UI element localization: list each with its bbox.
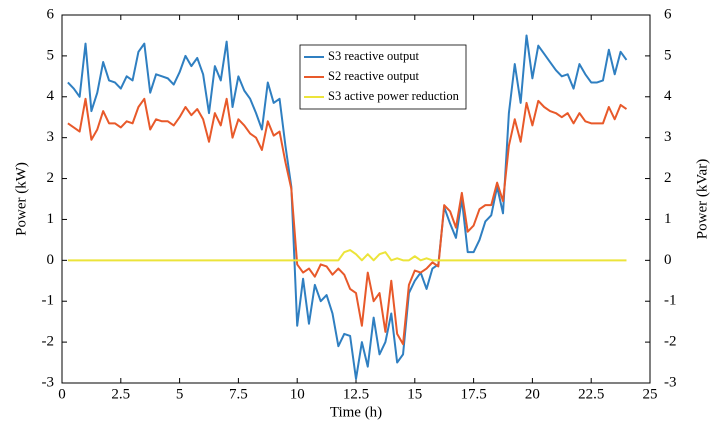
y-tick-label: -2 — [42, 334, 55, 350]
x-tick-label: 7.5 — [229, 386, 248, 402]
legend-box — [299, 44, 467, 110]
y2-tick-label: -2 — [664, 334, 677, 350]
y2-tick-label: 4 — [664, 88, 672, 104]
y-tick-label: 4 — [47, 88, 55, 104]
y2-tick-label: -3 — [664, 374, 677, 390]
y-tick-label: 1 — [47, 211, 55, 227]
y2-tick-label: 1 — [664, 211, 672, 227]
y2-tick-label: 2 — [664, 170, 672, 186]
x-tick-label: 5 — [176, 386, 184, 402]
y2-tick-label: 3 — [664, 129, 672, 145]
y-tick-label: -3 — [42, 374, 55, 390]
y2-tick-label: 6 — [664, 6, 672, 22]
y2-axis-label: Power (kVar) — [694, 159, 710, 239]
y2-tick-label: 0 — [664, 252, 672, 268]
series-line — [67, 97, 628, 346]
x-axis-label: Time (h) — [330, 404, 382, 420]
series-line — [67, 34, 628, 380]
x-tick-label: 25 — [643, 386, 658, 402]
y2-tick-label: -1 — [664, 293, 677, 309]
x-tick-label: 0 — [58, 386, 66, 402]
plot-frame — [61, 14, 651, 384]
y-tick-label: 6 — [47, 6, 55, 22]
series-line — [67, 249, 627, 262]
legend-label: S3 active power reduction — [328, 89, 460, 103]
x-tick-label: 17.5 — [460, 386, 486, 402]
y-tick-label: 2 — [47, 170, 55, 186]
x-tick-label: 20 — [525, 386, 540, 402]
y2-tick-label: 5 — [664, 47, 672, 63]
y-axis-label: Power (kW) — [13, 162, 29, 236]
x-tick-label: 22.5 — [578, 386, 604, 402]
y-tick-label: 5 — [47, 47, 55, 63]
y-tick-label: -1 — [42, 293, 55, 309]
legend-label: S2 reactive output — [328, 69, 419, 83]
y-tick-label: 0 — [47, 252, 55, 268]
x-tick-label: 2.5 — [111, 386, 130, 402]
y-tick-label: 3 — [47, 129, 55, 145]
legend: S3 reactive output S2 reactive output S3 a… — [299, 44, 467, 110]
x-tick-label: 12.5 — [343, 386, 369, 402]
legend-label: S3 reactive output — [328, 49, 419, 63]
x-tick-label: 15 — [407, 386, 422, 402]
x-tick-label: 10 — [290, 386, 305, 402]
